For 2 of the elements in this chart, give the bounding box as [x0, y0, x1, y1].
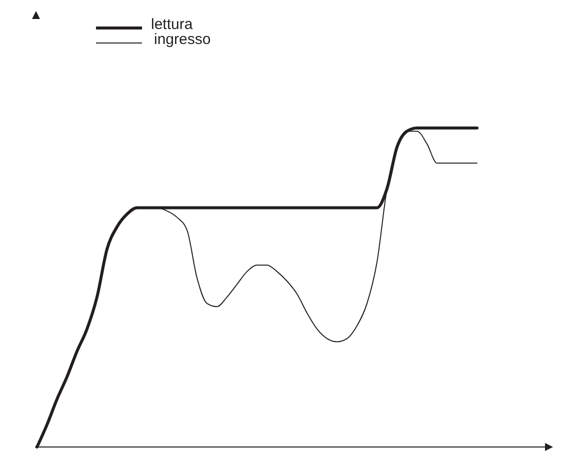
- legend-label: ingresso: [154, 31, 211, 48]
- legend-label: lettura: [151, 16, 194, 33]
